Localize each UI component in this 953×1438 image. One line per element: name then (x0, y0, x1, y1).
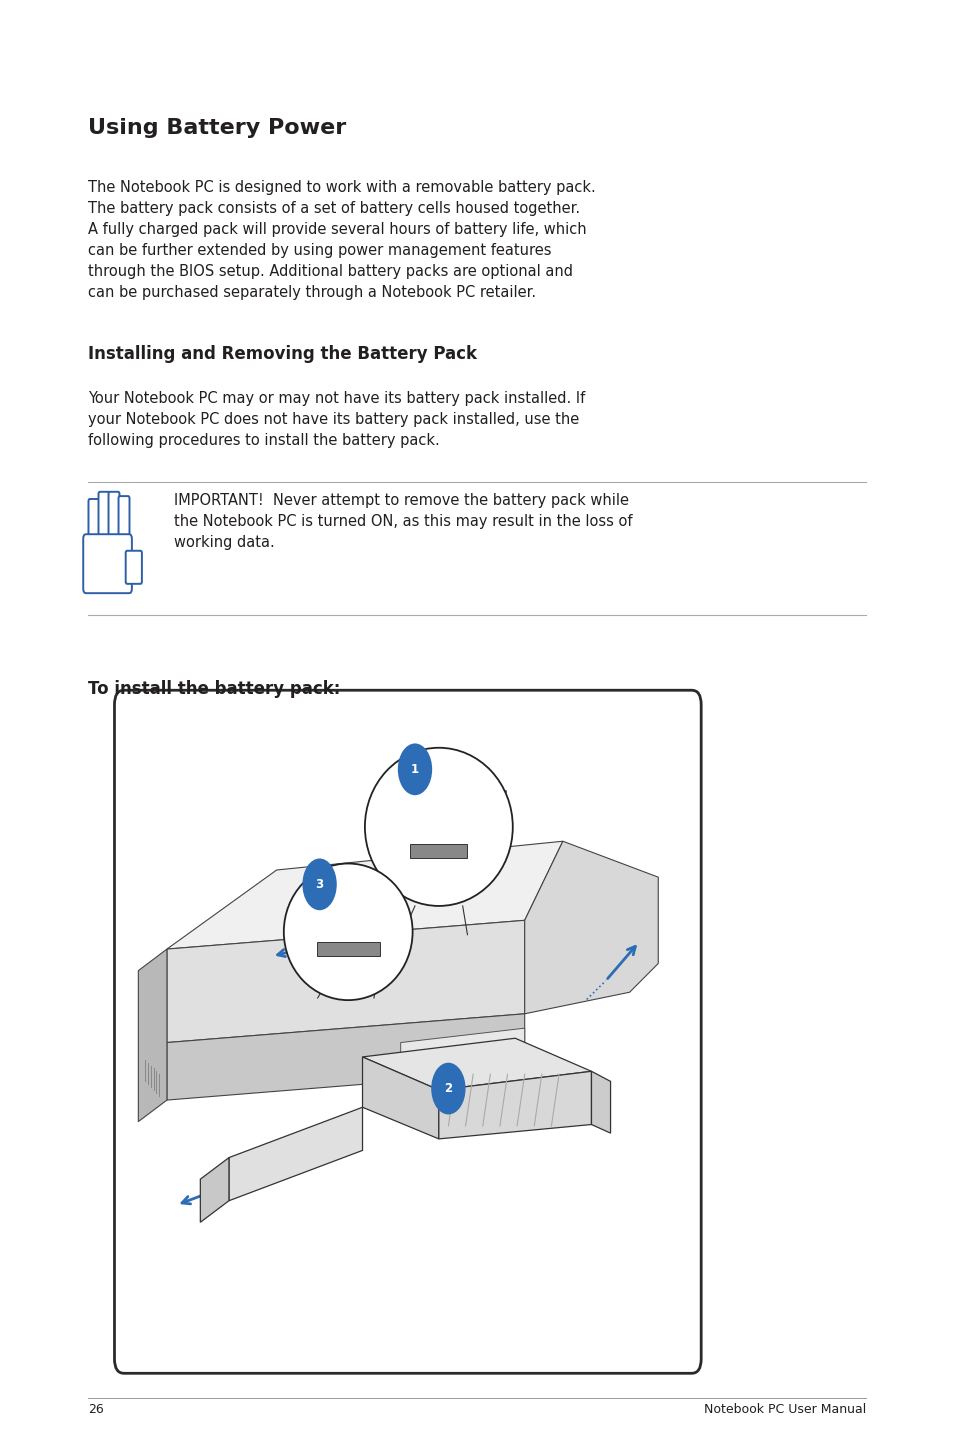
Text: Installing and Removing the Battery Pack: Installing and Removing the Battery Pack (88, 345, 476, 364)
Polygon shape (229, 1107, 362, 1201)
Polygon shape (410, 844, 467, 858)
Polygon shape (362, 1038, 591, 1090)
FancyBboxPatch shape (89, 499, 99, 544)
Ellipse shape (283, 863, 412, 1001)
Ellipse shape (364, 748, 513, 906)
FancyBboxPatch shape (114, 690, 700, 1373)
Polygon shape (167, 920, 524, 1043)
Polygon shape (200, 1158, 229, 1222)
Polygon shape (400, 1028, 524, 1081)
Circle shape (397, 743, 432, 795)
Text: To install the battery pack:: To install the battery pack: (88, 680, 340, 699)
Text: IMPORTANT!  Never attempt to remove the battery pack while
the Notebook PC is tu: IMPORTANT! Never attempt to remove the b… (173, 493, 632, 551)
Circle shape (302, 858, 336, 910)
Polygon shape (362, 1057, 438, 1139)
Text: Using Battery Power: Using Battery Power (88, 118, 346, 138)
Polygon shape (138, 949, 167, 1122)
Text: 26: 26 (88, 1403, 104, 1416)
FancyBboxPatch shape (109, 492, 119, 544)
Polygon shape (524, 841, 658, 1014)
Text: 3: 3 (315, 877, 323, 892)
FancyBboxPatch shape (83, 533, 132, 592)
FancyBboxPatch shape (118, 496, 130, 544)
Text: 1: 1 (411, 762, 418, 777)
Polygon shape (591, 1071, 610, 1133)
Polygon shape (438, 1071, 591, 1139)
FancyBboxPatch shape (98, 492, 110, 544)
Polygon shape (167, 841, 562, 949)
FancyBboxPatch shape (126, 551, 142, 584)
Text: Your Notebook PC may or may not have its battery pack installed. If
your Noteboo: Your Notebook PC may or may not have its… (88, 391, 584, 449)
Polygon shape (167, 1014, 524, 1100)
Text: Notebook PC User Manual: Notebook PC User Manual (703, 1403, 865, 1416)
Text: The Notebook PC is designed to work with a removable battery pack.
The battery p: The Notebook PC is designed to work with… (88, 180, 595, 299)
Text: 2: 2 (444, 1081, 452, 1096)
Polygon shape (316, 942, 379, 956)
Circle shape (431, 1063, 465, 1114)
